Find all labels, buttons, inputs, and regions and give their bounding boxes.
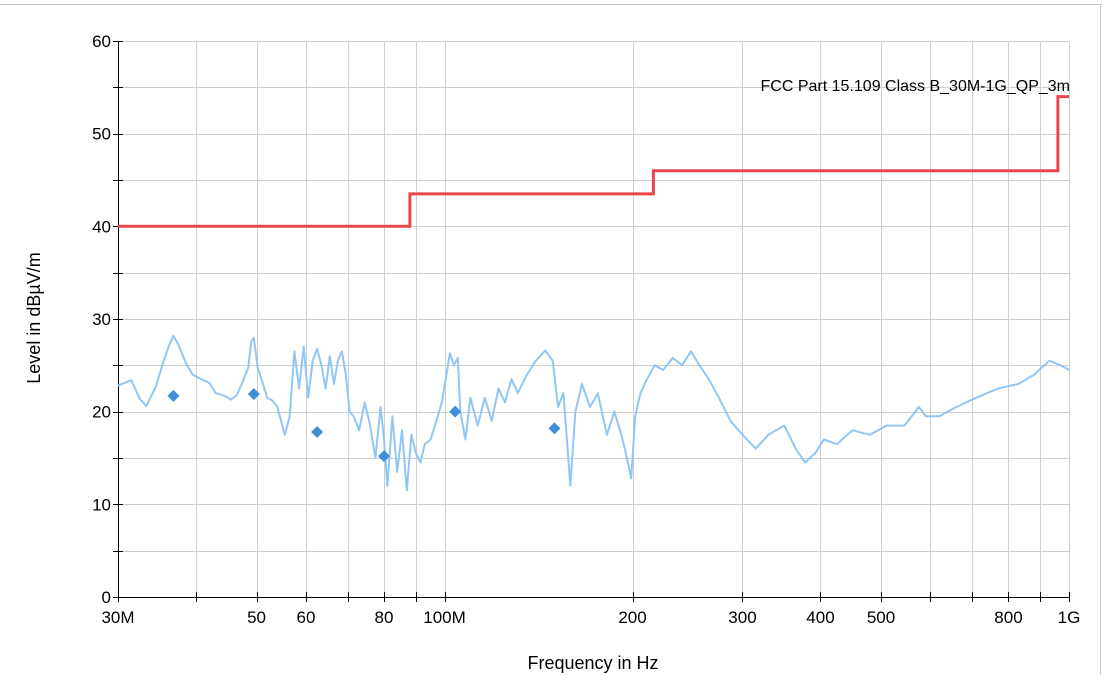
x-tick-label: 100M	[423, 608, 466, 627]
qp-marker	[167, 389, 180, 402]
x-tick-label: 300	[728, 608, 756, 627]
x-tick-label: 200	[618, 608, 646, 627]
tick-labels: 0 10 20 30 40 50 60 30M 50 60 80 100M 200 300 400 500 80…	[92, 32, 1080, 627]
qp-marker	[311, 426, 324, 439]
x-axis-label: Frequency in Hz	[527, 653, 658, 673]
plot-area	[117, 95, 1070, 492]
y-tick-label: 10	[92, 495, 111, 514]
y-tick-label: 20	[92, 403, 111, 422]
y-tick-label: 50	[92, 125, 111, 144]
limit-line	[118, 95, 1069, 228]
qp-marker	[548, 422, 561, 435]
measurement-trace	[117, 334, 1070, 492]
x-tick-label: 80	[375, 608, 394, 627]
qp-marker	[449, 405, 462, 418]
x-tick-label: 800	[994, 608, 1022, 627]
y-axis-label: Level in dBµV/m	[24, 252, 44, 383]
x-tick-label: 50	[247, 608, 266, 627]
x-tick-label: 30M	[101, 608, 134, 627]
x-tick-label: 60	[297, 608, 316, 627]
qp-marker	[247, 388, 260, 401]
x-tick-label: 500	[867, 608, 895, 627]
y-tick-label: 60	[92, 32, 111, 51]
x-tick-label: 1G	[1058, 608, 1081, 627]
x-tick-label: 400	[806, 608, 834, 627]
y-tick-label: 30	[92, 310, 111, 329]
y-tick-label: 0	[102, 588, 111, 607]
qp-marker	[378, 450, 391, 463]
grid	[118, 41, 1070, 598]
limit-line-label: FCC Part 15.109 Class B_30M-1G_QP_3m	[761, 78, 1070, 95]
y-tick-label: 40	[92, 217, 111, 236]
